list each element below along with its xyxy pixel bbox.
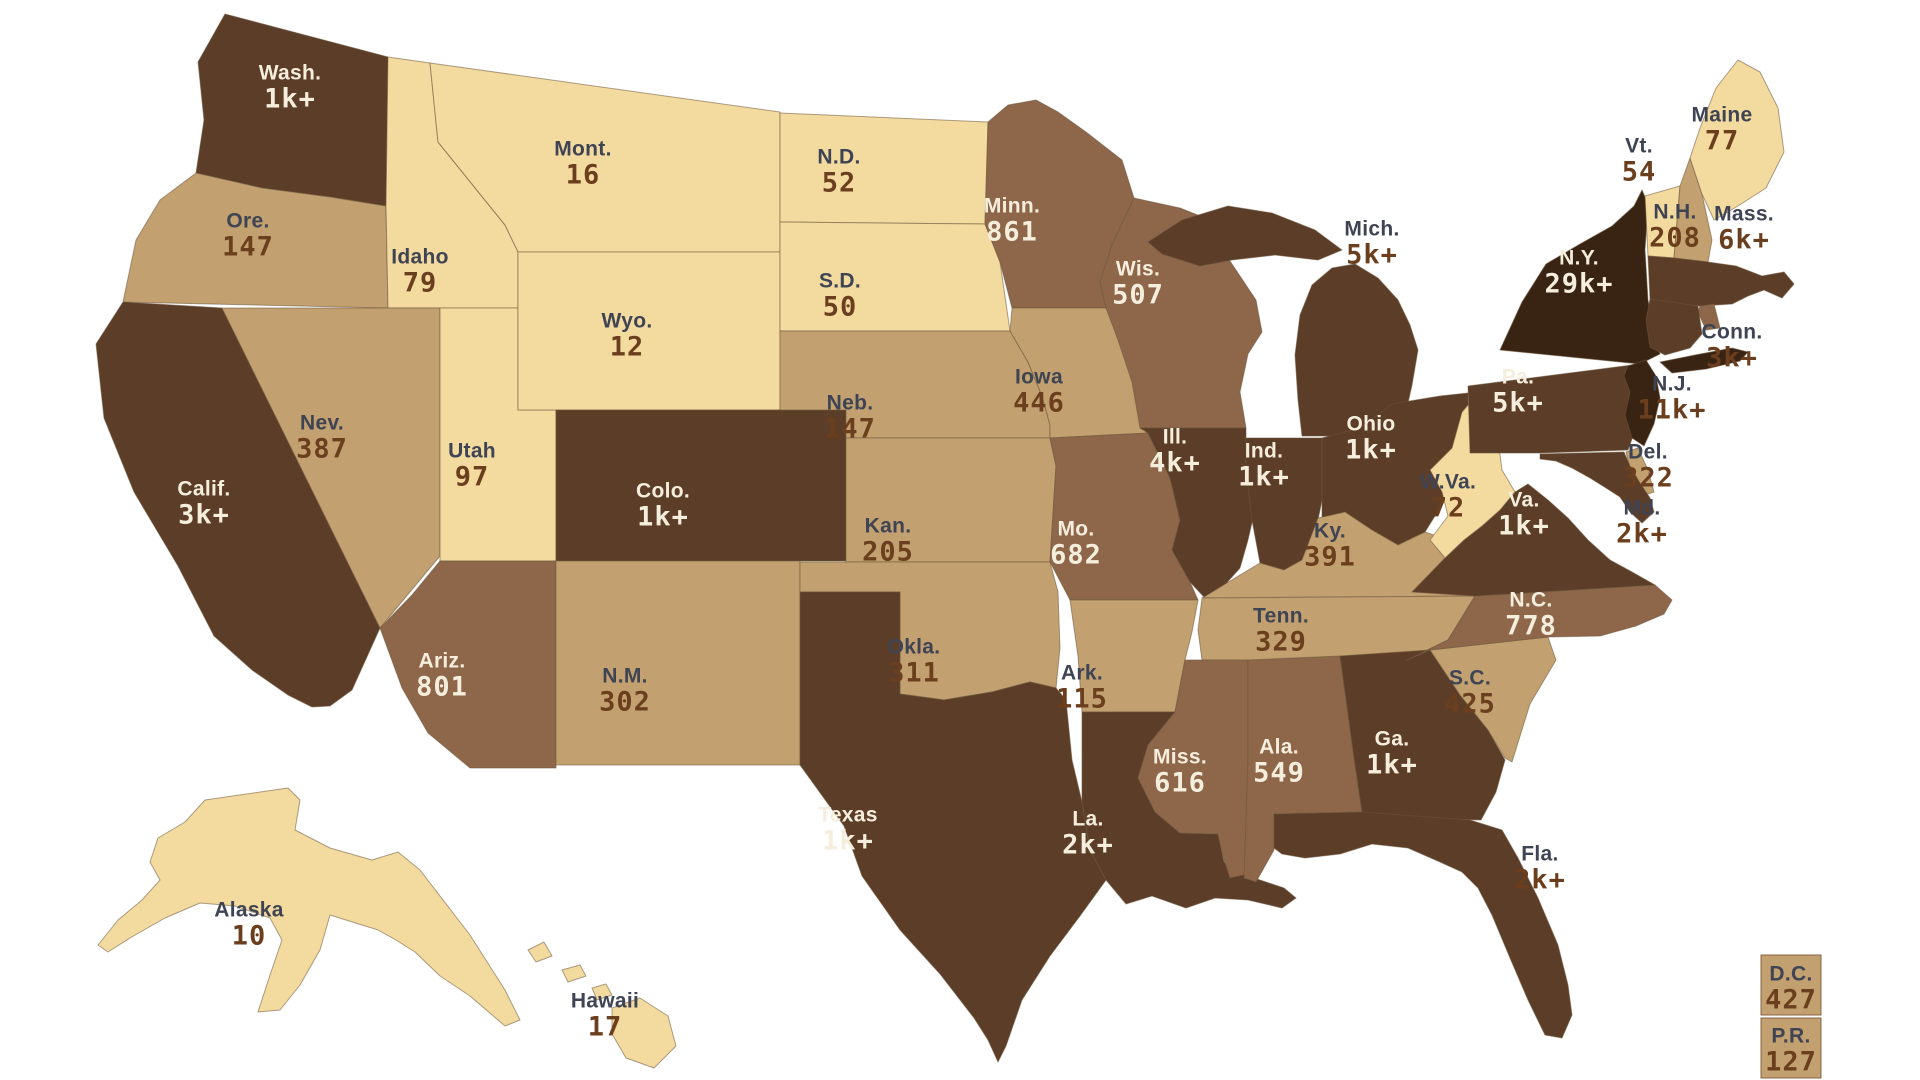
state-wy[interactable] <box>517 251 781 411</box>
state-md[interactable] <box>1539 451 1655 524</box>
state-nj[interactable] <box>1623 359 1661 447</box>
state-value-ma: 6k+ <box>1718 225 1770 256</box>
state-fl[interactable] <box>1273 811 1573 1039</box>
territory-box-dc[interactable] <box>1760 954 1822 1016</box>
state-ca[interactable] <box>95 301 381 708</box>
state-sd[interactable] <box>779 221 1011 332</box>
state-mi[interactable] <box>1147 205 1343 267</box>
state-name-mi: Mich. <box>1344 218 1399 241</box>
state-value-ak: 10 <box>232 921 267 952</box>
state-ks[interactable] <box>845 437 1057 563</box>
state-hi[interactable] <box>611 997 677 1069</box>
state-value-vt: 54 <box>1622 157 1657 188</box>
state-ny[interactable] <box>1499 189 1661 365</box>
state-nc[interactable] <box>1404 584 1673 662</box>
state-hi[interactable] <box>591 983 613 1001</box>
state-co[interactable] <box>555 409 847 562</box>
state-name-fl: Fla. <box>1521 843 1558 866</box>
state-hi[interactable] <box>527 941 553 963</box>
state-pa[interactable] <box>1467 363 1641 454</box>
state-label-mi: Mich.5k+ <box>1344 218 1399 271</box>
state-li[interactable] <box>1659 347 1749 374</box>
state-tx[interactable] <box>799 591 1107 1063</box>
state-name-vt: Vt. <box>1625 135 1653 158</box>
state-sc[interactable] <box>1429 636 1557 763</box>
state-nd[interactable] <box>779 112 989 225</box>
state-ak[interactable] <box>97 787 521 1027</box>
state-ct[interactable] <box>1645 298 1703 356</box>
state-label-vt: Vt.54 <box>1622 135 1657 188</box>
state-me[interactable] <box>1689 59 1785 221</box>
state-ma[interactable] <box>1647 255 1795 307</box>
state-wa[interactable] <box>195 13 389 207</box>
state-nm[interactable] <box>555 560 801 766</box>
state-hi[interactable] <box>561 964 587 983</box>
territory-box-pr[interactable] <box>1760 1017 1822 1079</box>
